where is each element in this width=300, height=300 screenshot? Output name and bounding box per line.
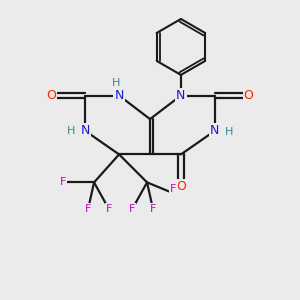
Text: F: F <box>129 204 136 214</box>
Text: O: O <box>176 180 186 193</box>
Text: H: H <box>112 78 120 88</box>
Text: F: F <box>85 204 92 214</box>
Text: O: O <box>244 89 254 102</box>
Text: H: H <box>67 126 75 136</box>
Text: F: F <box>150 204 156 214</box>
Text: H: H <box>225 127 233 137</box>
Text: N: N <box>80 124 90 137</box>
Text: N: N <box>176 89 186 102</box>
Text: N: N <box>210 124 220 137</box>
Text: F: F <box>170 184 177 194</box>
Text: F: F <box>60 177 66 188</box>
Text: F: F <box>106 204 112 214</box>
Text: N: N <box>114 89 124 102</box>
Text: O: O <box>46 89 56 102</box>
